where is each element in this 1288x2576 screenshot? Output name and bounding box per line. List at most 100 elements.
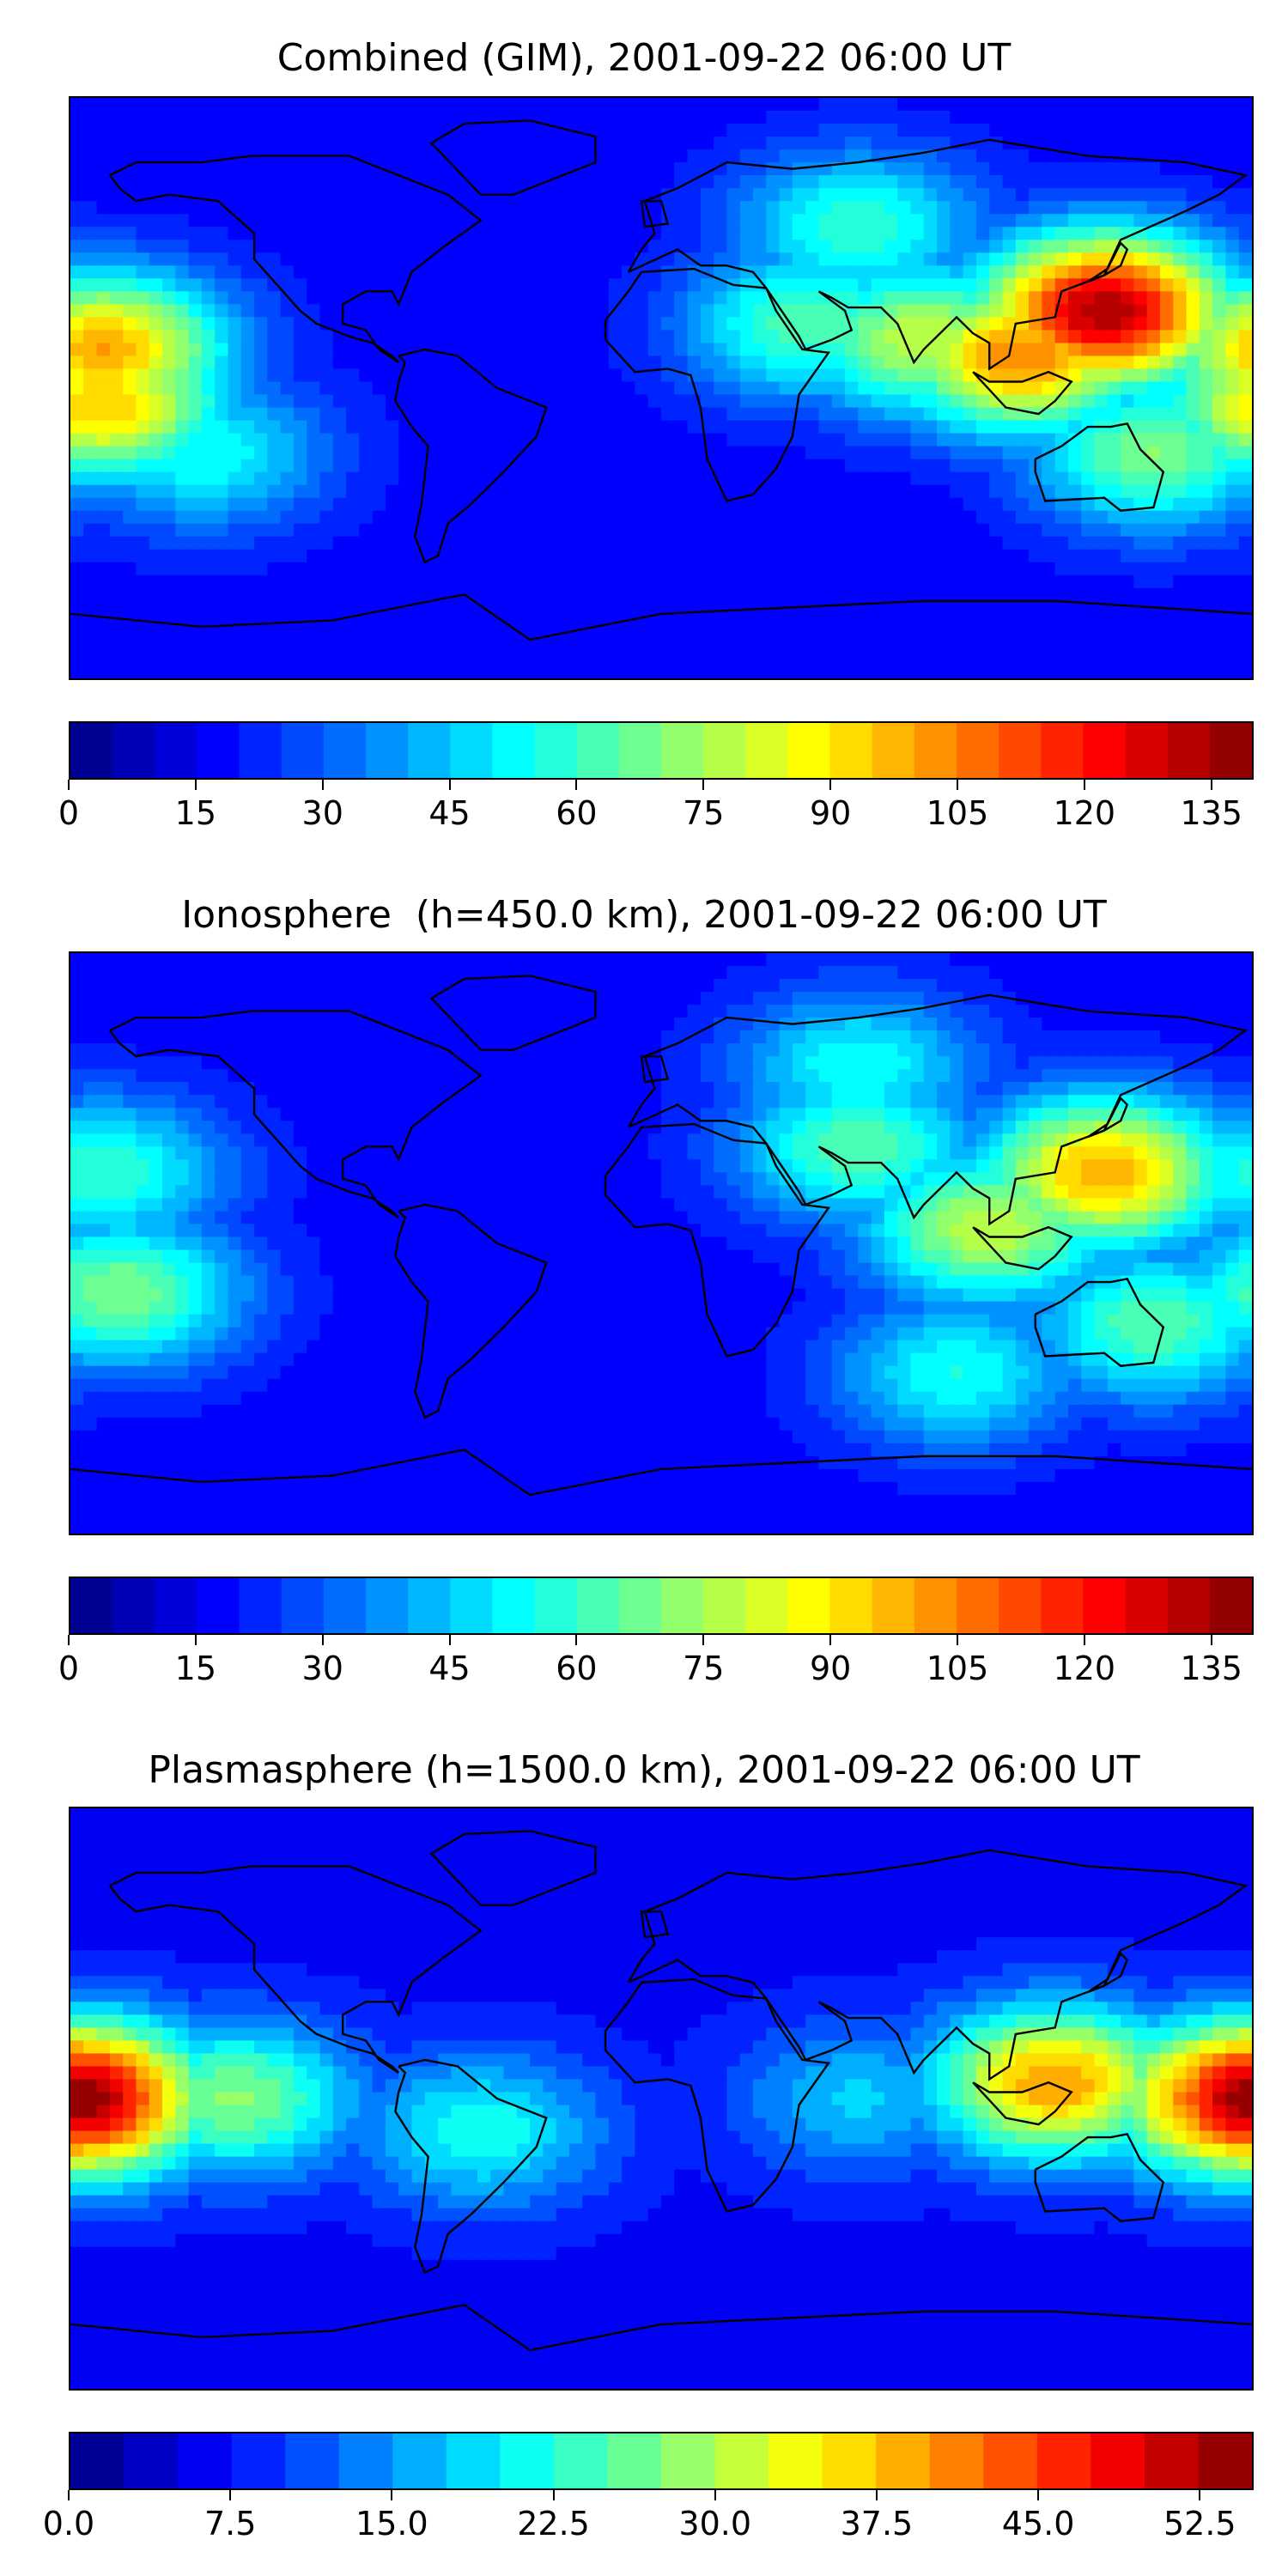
field-cell bbox=[1067, 953, 1083, 968]
field-cell bbox=[1146, 1043, 1162, 1058]
field-cell bbox=[1121, 471, 1135, 486]
field-cell bbox=[332, 549, 348, 563]
field-cell bbox=[149, 394, 164, 409]
field-cell bbox=[1094, 536, 1109, 550]
field-cell bbox=[805, 433, 820, 447]
field-cell bbox=[254, 252, 269, 267]
field-cell bbox=[307, 291, 321, 306]
field-cell bbox=[818, 111, 833, 125]
field-cell bbox=[897, 613, 912, 629]
field-cell bbox=[188, 562, 204, 576]
field-cell bbox=[438, 407, 453, 422]
field-cell bbox=[516, 137, 532, 151]
field-cell bbox=[162, 1056, 177, 1071]
field-cell bbox=[739, 587, 755, 602]
field-cell bbox=[937, 587, 951, 602]
field-cell bbox=[346, 175, 361, 190]
field-cell bbox=[1212, 98, 1227, 112]
field-cell bbox=[319, 343, 334, 357]
field-cell bbox=[490, 227, 505, 241]
field-cell bbox=[188, 471, 204, 486]
field-cell bbox=[950, 227, 964, 241]
field-cell bbox=[568, 381, 584, 396]
field-cell bbox=[910, 484, 925, 499]
field-cell bbox=[240, 562, 256, 576]
field-cell bbox=[451, 1005, 465, 1019]
field-cell bbox=[871, 613, 886, 629]
field-cell bbox=[1029, 1018, 1043, 1032]
field-cell bbox=[1081, 252, 1096, 267]
field-cell bbox=[398, 124, 413, 138]
field-cell bbox=[175, 459, 190, 473]
field-cell bbox=[635, 966, 649, 981]
field-cell bbox=[1015, 536, 1030, 550]
field-cell bbox=[477, 162, 492, 177]
field-cell bbox=[464, 407, 479, 422]
field-cell bbox=[267, 979, 282, 993]
field-cell bbox=[438, 175, 453, 190]
field-cell bbox=[503, 98, 518, 112]
field-cell bbox=[989, 1069, 1004, 1084]
field-cell bbox=[136, 278, 150, 293]
field-cell bbox=[240, 111, 256, 125]
field-cell bbox=[687, 291, 702, 306]
field-cell bbox=[714, 265, 728, 280]
field-cell bbox=[149, 471, 164, 486]
field-cell bbox=[779, 149, 794, 164]
field-cell bbox=[622, 98, 636, 112]
field-cell bbox=[1002, 523, 1017, 538]
field-cell bbox=[1107, 381, 1122, 396]
field-cell bbox=[897, 1043, 912, 1058]
field-cell bbox=[149, 381, 164, 396]
field-cell bbox=[1199, 613, 1214, 629]
field-cell bbox=[319, 420, 334, 434]
field-cell bbox=[635, 330, 649, 344]
field-cell bbox=[490, 574, 505, 589]
field-cell bbox=[661, 574, 676, 589]
field-cell bbox=[937, 162, 951, 177]
field-cell bbox=[595, 201, 610, 216]
field-cell bbox=[109, 201, 125, 216]
field-cell bbox=[1042, 665, 1056, 678]
field-cell bbox=[937, 562, 951, 576]
field-cell bbox=[530, 1056, 544, 1071]
field-cell bbox=[385, 433, 400, 447]
field-cell bbox=[109, 265, 125, 280]
field-cell bbox=[700, 497, 715, 512]
field-cell bbox=[543, 600, 557, 616]
field-cell bbox=[805, 484, 820, 499]
field-cell bbox=[267, 227, 282, 241]
field-cell bbox=[332, 966, 348, 981]
field-cell bbox=[359, 953, 374, 968]
field-cell bbox=[871, 497, 886, 512]
field-cell bbox=[1159, 124, 1175, 138]
field-cell bbox=[83, 459, 98, 473]
field-cell bbox=[136, 992, 150, 1006]
field-cell bbox=[818, 992, 833, 1006]
field-cell bbox=[1238, 1043, 1252, 1058]
field-cell bbox=[831, 162, 847, 177]
field-cell bbox=[411, 665, 426, 678]
field-cell bbox=[1186, 175, 1200, 190]
field-cell bbox=[228, 600, 242, 616]
field-cell bbox=[687, 1056, 702, 1071]
field-cell bbox=[897, 639, 912, 654]
field-cell bbox=[858, 227, 872, 241]
field-cell bbox=[1054, 240, 1070, 254]
field-cell bbox=[897, 188, 912, 203]
field-cell bbox=[1146, 536, 1162, 550]
field-cell bbox=[240, 497, 256, 512]
field-cell bbox=[937, 317, 951, 331]
field-cell bbox=[674, 1005, 689, 1019]
field-cell bbox=[280, 227, 295, 241]
field-cell bbox=[831, 497, 847, 512]
field-cell bbox=[424, 600, 440, 616]
field-cell bbox=[568, 510, 584, 525]
field-cell bbox=[96, 433, 112, 447]
field-cell bbox=[398, 252, 413, 267]
field-cell bbox=[805, 240, 820, 254]
field-cell bbox=[385, 574, 400, 589]
field-cell bbox=[228, 446, 242, 460]
field-cell bbox=[1238, 484, 1252, 499]
field-cell bbox=[714, 175, 728, 190]
